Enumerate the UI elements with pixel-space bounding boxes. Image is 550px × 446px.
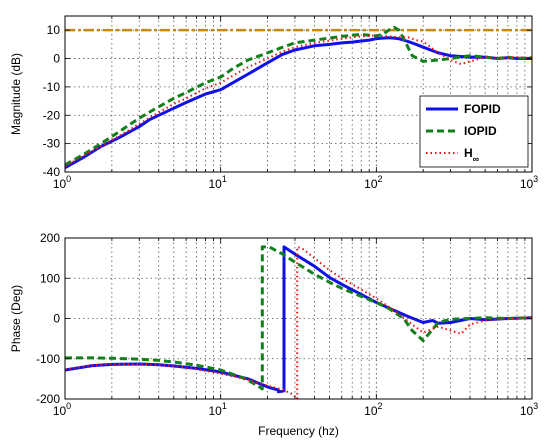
series-line-2 [65,25,532,167]
series-line-1 [65,36,532,170]
x-tick-label: 103 [520,174,538,191]
phase-plot: 100 101 102 103 -200 -100 0 100 200 Phase (Deg) Fr… [9,231,538,438]
x-tick-label: 100 [53,401,71,418]
legend-label: H∞ [464,146,480,164]
plot-frame [64,15,533,173]
y-tick-label: -20 [43,108,61,122]
series-line-3 [65,34,532,168]
y-tick-label: 100 [40,271,60,285]
series-line-3 [65,245,532,399]
y-tick-label: -30 [43,137,61,151]
y-tick-label: 200 [40,231,60,245]
legend: FOPID IOPID H∞ [419,95,529,168]
x-tick-label: 101 [208,401,226,418]
x-tick-label: 103 [520,401,538,418]
y-tick-label: 0 [53,312,60,326]
x-tick-label: 100 [53,174,71,191]
y-axis-label: Phase (Deg) [9,285,23,352]
x-tick-label: 102 [364,174,382,191]
y-tick-label: 10 [47,23,61,37]
y-tick-label: -200 [36,392,60,406]
magnitude-plot: 100 101 102 103 -40 -30 -20 -10 0 10 Magnitude (dB… [9,15,538,191]
legend-label: IOPID [464,124,497,138]
y-tick-label: -40 [43,165,61,179]
y-tick-label: -10 [43,80,61,94]
y-axis-label: Magnitude (dB) [9,53,23,135]
y-tick-label: -100 [36,352,60,366]
legend-label: FOPID [464,102,501,116]
y-tick-label: 0 [53,52,60,66]
x-tick-label: 101 [208,174,226,191]
x-tick-label: 102 [364,401,382,418]
x-axis-label: Frequency (hz) [258,424,339,438]
series-line-1 [65,245,532,394]
